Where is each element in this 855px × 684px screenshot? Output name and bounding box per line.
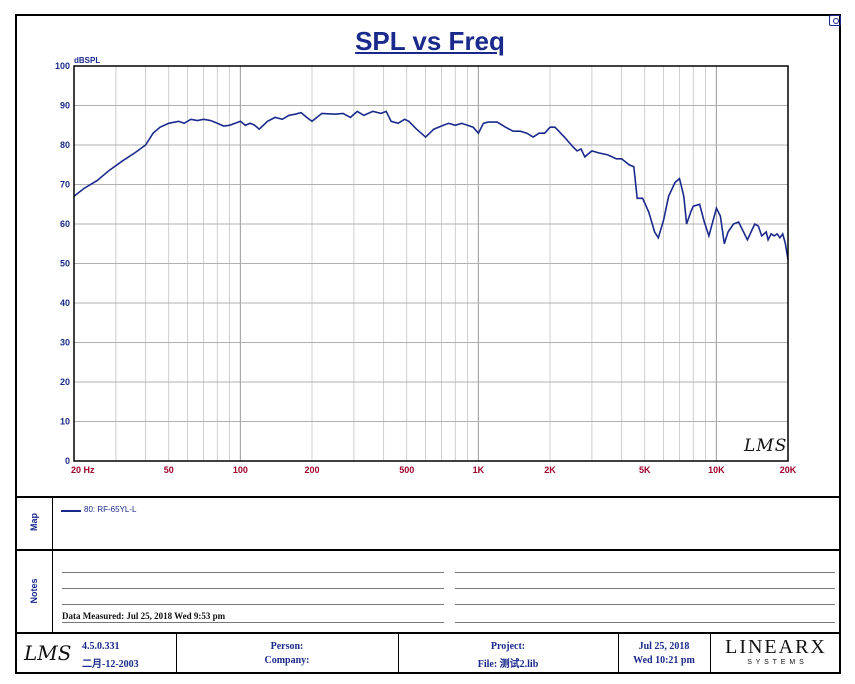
y-tick-label: 90 (60, 101, 70, 111)
notes-line (62, 572, 444, 573)
y-tick-label: 0 (65, 456, 70, 466)
spl-curve-80-rf-65yl-l (73, 110, 789, 260)
x-tick-label: 1K (473, 465, 485, 475)
software-date: 二月-12-2003 (82, 659, 139, 670)
notes-line (455, 622, 835, 623)
legend-label: 80: RF-65YL-L (84, 505, 137, 514)
lms-watermark: LMS (744, 436, 788, 456)
y-tick-label: 50 (60, 259, 70, 269)
footer-divider (618, 633, 619, 673)
map-section-label: Map (29, 513, 39, 531)
notes-line (455, 588, 835, 589)
report-time: Wed 10:21 pm (633, 655, 695, 666)
person-label: Person: (270, 641, 304, 652)
chart-title: SPL vs Freq (355, 26, 505, 56)
x-tick-label: 5K (639, 465, 651, 475)
report-date: Jul 25, 2018 (638, 641, 690, 652)
y-tick-label: 100 (55, 61, 70, 71)
x-tick-label: 20K (780, 465, 797, 475)
x-tick-label: 2K (544, 465, 556, 475)
notes-line (62, 604, 444, 605)
x-tick-label: 500 (399, 465, 414, 475)
lms-logo: LMS (24, 641, 72, 665)
x-tick-label: 200 (304, 465, 319, 475)
footer-divider (398, 633, 399, 673)
divider-label-column (52, 497, 53, 633)
plot-border (73, 65, 789, 462)
date-measured: Data Measured: Jul 25, 2018 Wed 9:53 pm (62, 611, 226, 621)
software-version: 4.5.0.331 (82, 641, 120, 652)
legend-line-swatch (61, 510, 81, 512)
notes-section-label: Notes (29, 578, 39, 604)
notes-line (62, 622, 444, 623)
x-tick-label: 100 (233, 465, 248, 475)
company-label: Company: (264, 655, 310, 666)
footer-divider (176, 633, 177, 673)
notes-line (62, 588, 444, 589)
x-tick-label: 20 Hz (71, 465, 95, 475)
project-label: Project: (490, 641, 526, 652)
camera-icon[interactable] (829, 15, 841, 26)
y-tick-label: 70 (60, 180, 70, 190)
footer-divider (710, 633, 711, 673)
y-tick-label: 30 (60, 338, 70, 348)
file-label: File: 测试2.lib (477, 659, 539, 670)
divider-map-top (15, 496, 841, 498)
spl-chart: 0 10 20 30 40 50 60 70 80 90 100 20 Hz 50 100 200 500 1… (55, 61, 797, 475)
divider-footer-top (15, 632, 841, 634)
notes-line (455, 572, 835, 573)
x-tick-label: 50 (164, 465, 174, 475)
y-tick-label: 80 (60, 140, 70, 150)
y-tick-label: 40 (60, 298, 70, 308)
notes-line (455, 604, 835, 605)
y-tick-label: 20 (60, 377, 70, 387)
divider-notes-top (15, 549, 841, 551)
x-tick-label: 10K (708, 465, 725, 475)
y-tick-label: 60 (60, 219, 70, 229)
y-axis-label: dBSPL (74, 56, 101, 65)
y-tick-label: 10 (60, 417, 70, 427)
linearx-brand: LINEARX (725, 636, 827, 658)
report-frame (15, 14, 841, 674)
systems-brand: S Y S T E M S (747, 659, 805, 666)
